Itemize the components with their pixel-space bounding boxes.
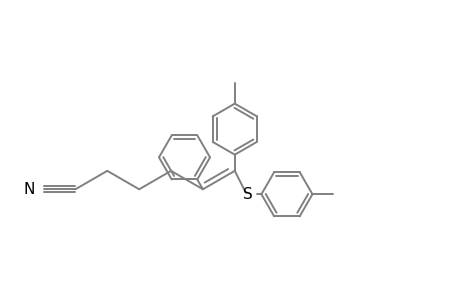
Text: S: S xyxy=(243,187,252,202)
Text: N: N xyxy=(23,182,34,197)
